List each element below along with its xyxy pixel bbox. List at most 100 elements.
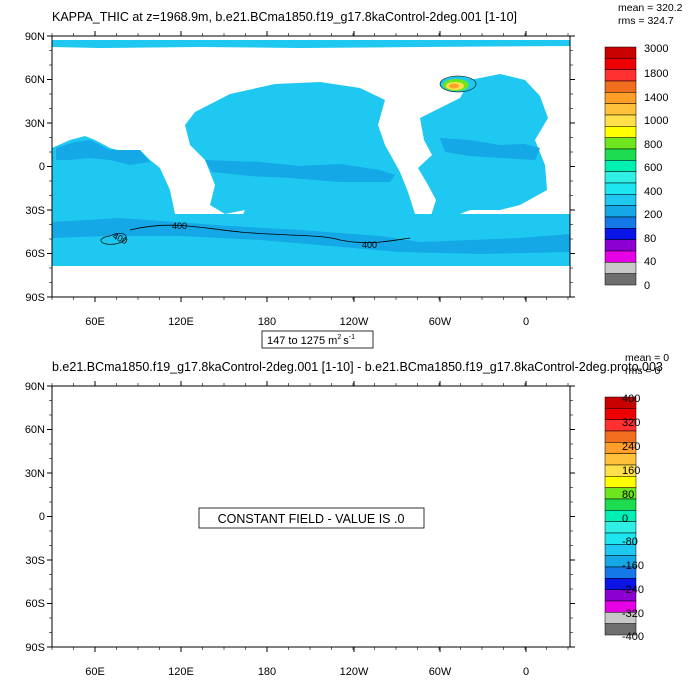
- colorbar-label: 40: [644, 256, 656, 268]
- panel-2-lon-labels: 60E 120E 180 120W 60W 0: [85, 666, 529, 678]
- colorbar-label: 320: [622, 417, 640, 429]
- lon-label: 120W: [340, 316, 369, 328]
- colorbar-swatch: [604, 114, 637, 127]
- colorbar-label: 1800: [644, 68, 668, 80]
- colorbar-label: 80: [622, 489, 634, 501]
- panel-1-ticks: [47, 31, 575, 302]
- colorbar-label: -240: [622, 584, 644, 596]
- colorbar-swatch: [604, 58, 637, 70]
- panel-1-colorbar: [604, 46, 637, 286]
- lat-label: 30S: [25, 205, 45, 217]
- colorbar-label: 0: [622, 513, 628, 525]
- range-text: 147 to 1275 m: [267, 335, 337, 347]
- lat-label: 90S: [25, 292, 45, 304]
- lat-label: 30N: [25, 118, 45, 130]
- panel-2-title: b.e21.BCma1850.f19_g17.8kaControl-2deg.0…: [52, 360, 663, 374]
- colorbar-label: 1400: [644, 92, 668, 104]
- pacific-ocean: [185, 82, 420, 248]
- colorbar-label: -400: [622, 631, 644, 643]
- colorbar-label: -160: [622, 560, 644, 572]
- panel-2-rms: rms = 0: [625, 365, 660, 377]
- colorbar-label: 160: [622, 465, 640, 477]
- colorbar-swatch: [604, 273, 637, 286]
- panel-2: b.e21.BCma1850.f19_g17.8kaControl-2deg.0…: [25, 352, 669, 678]
- panel-1-title: KAPPA_THIC at z=1968.9m, b.e21.BCma1850.…: [52, 10, 517, 24]
- lon-label: 60E: [85, 316, 105, 328]
- greenland-peak: [439, 75, 477, 93]
- colorbar-swatch: [604, 182, 637, 195]
- colorbar-swatch: [604, 92, 637, 104]
- colorbar-label: 600: [644, 162, 662, 174]
- arctic-ocean: [52, 40, 570, 48]
- colorbar-swatch: [604, 126, 637, 138]
- panel-2-mean: mean = 0: [625, 352, 669, 364]
- panel-1-colorbar-labels: 3000 1800 1400 1000 800 600 400 200 80 4…: [644, 43, 668, 292]
- panel-1-lat-labels: 90N 60N 30N 0 30S 60S 90S: [25, 31, 45, 304]
- lat-label: 90N: [25, 381, 45, 393]
- lat-label: 60S: [25, 598, 45, 610]
- lat-label: 90S: [25, 642, 45, 654]
- lon-label: 0: [523, 666, 529, 678]
- lon-label: 60W: [429, 666, 452, 678]
- colorbar-swatch: [604, 250, 637, 263]
- colorbar-swatch: [604, 510, 637, 522]
- contour-400-south: [129, 224, 411, 243]
- lon-label: 0: [523, 316, 529, 328]
- colorbar-swatch: [604, 80, 637, 93]
- colorbar-label: 1000: [644, 115, 668, 127]
- panel-1-lon-labels: 60E 120E 180 120W 60W 0: [85, 316, 529, 328]
- colorbar-swatch: [604, 46, 637, 59]
- colorbar-swatch: [604, 171, 637, 184]
- panel-2-colorbar: [604, 396, 637, 636]
- colorbar-label: -320: [622, 608, 644, 620]
- panel-1-mean: mean = 320.2: [618, 2, 683, 14]
- colorbar-swatch: [604, 194, 637, 206]
- colorbar-label: 80: [644, 233, 656, 245]
- colorbar-swatch: [604, 69, 637, 82]
- colorbar-swatch: [604, 148, 637, 161]
- lat-label: 60N: [25, 74, 45, 86]
- indian-band: [56, 140, 150, 165]
- colorbar-label: 200: [644, 209, 662, 221]
- colorbar-label: -80: [622, 536, 638, 548]
- lon-label: 180: [258, 666, 276, 678]
- colorbar-swatch: [604, 623, 637, 636]
- lat-label: 90N: [25, 31, 45, 43]
- panel-2-lat-labels: 90N 60N 30N 0 30S 60S 90S: [25, 381, 45, 654]
- colorbar-swatch: [604, 262, 637, 274]
- colorbar-label: 400: [622, 393, 640, 405]
- colorbar-swatch: [604, 521, 637, 534]
- colorbar-swatch: [604, 239, 637, 252]
- atlantic-ocean: [418, 74, 548, 248]
- colorbar-swatch: [604, 216, 637, 229]
- panel-1: KAPPA_THIC at z=1968.9m, b.e21.BCma1850.…: [25, 2, 683, 349]
- lat-label: 0: [39, 161, 45, 173]
- colorbar-swatch: [604, 137, 637, 150]
- colorbar-swatch: [604, 160, 637, 172]
- pacific-band: [205, 160, 395, 182]
- lat-label: 0: [39, 511, 45, 523]
- colorbar-swatch: [604, 228, 637, 240]
- range-units: s: [343, 335, 349, 347]
- atlantic-band: [440, 138, 540, 160]
- lat-label: 30N: [25, 468, 45, 480]
- colorbar-swatch: [604, 453, 637, 466]
- panel-1-range-box: 147 to 1275 m2 s-1: [261, 330, 374, 349]
- lon-label: 120W: [340, 666, 369, 678]
- lon-label: 60E: [85, 666, 105, 678]
- panel-1-rms: rms = 324.7: [618, 15, 674, 27]
- contour-label: 400: [172, 221, 187, 231]
- lat-label: 60S: [25, 248, 45, 260]
- lon-label: 180: [258, 316, 276, 328]
- lat-label: 60N: [25, 424, 45, 436]
- lat-label: 30S: [25, 555, 45, 567]
- lon-label: 60W: [429, 316, 452, 328]
- svg-text:147 to 1275 m2s-1: 147 to 1275 m2 s-1: [267, 334, 355, 347]
- colorbar-label: 240: [622, 441, 640, 453]
- range-sup: -1: [349, 334, 355, 341]
- lon-label: 120E: [168, 316, 194, 328]
- colorbar-label: 3000: [644, 43, 668, 55]
- lon-label: 120E: [168, 666, 194, 678]
- contour-400-southwest: [100, 232, 127, 245]
- colorbar-label: 0: [644, 280, 650, 292]
